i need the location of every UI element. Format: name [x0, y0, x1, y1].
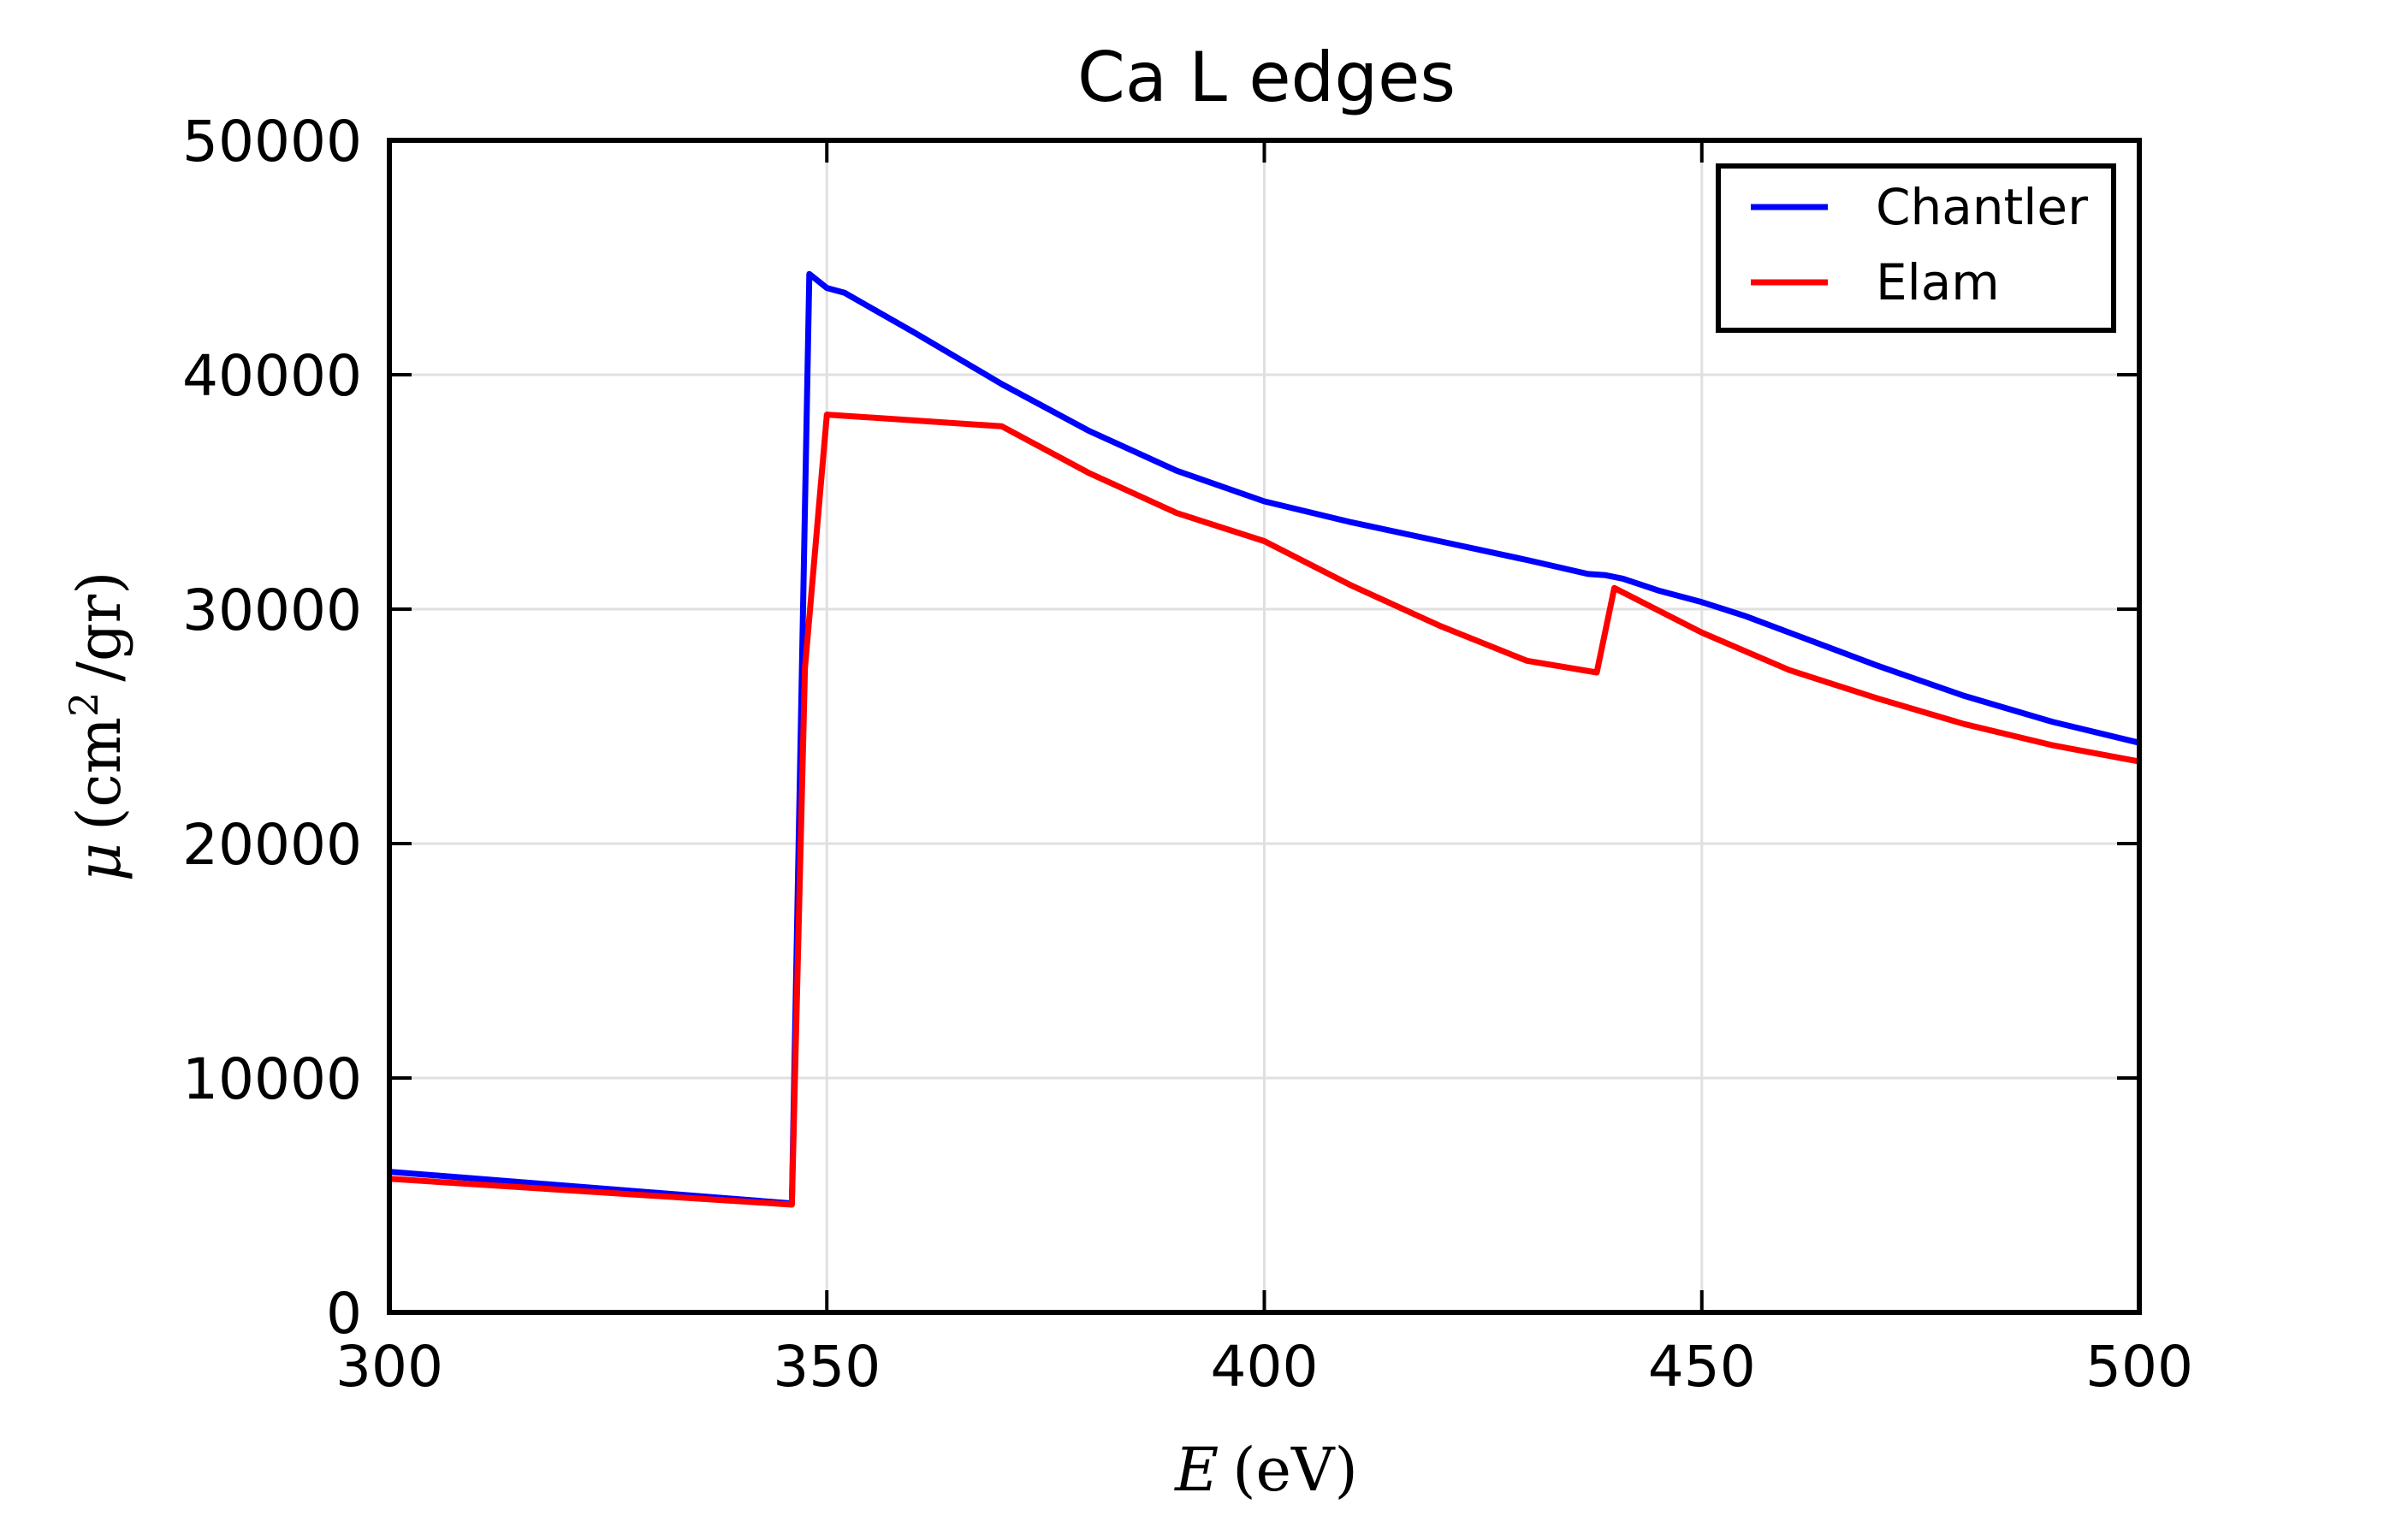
series-line-elam	[388, 412, 2140, 1208]
legend-label-elam: Elam	[1876, 253, 2000, 311]
y-tick-label-40000: 40000	[182, 343, 362, 409]
series-group	[388, 270, 2140, 1208]
legend-label-chantler: Chantler	[1876, 178, 2088, 236]
y-tick-label-30000: 30000	[182, 578, 362, 643]
ticks	[388, 139, 2141, 1314]
chart-title: Ca L edges	[1077, 38, 1456, 117]
y-tick-label-20000: 20000	[182, 812, 362, 878]
tick-labels: 300 350 400 450 500 0 10000 20000 30000 40000 5000…	[182, 109, 2193, 1400]
x-tick-label-350: 350	[773, 1334, 881, 1400]
x-tick-label-300: 300	[335, 1334, 443, 1400]
series-line-chantler	[388, 270, 2140, 1207]
x-tick-label-500: 500	[2085, 1334, 2193, 1400]
y-tick-label-0: 0	[326, 1281, 362, 1347]
legend: Chantler Elam	[1716, 163, 2116, 333]
x-axis-label: E (eV)	[1173, 1435, 1358, 1505]
y-axis-label: μ(cm2/gr)	[61, 572, 134, 882]
legend-box	[1716, 163, 2116, 333]
x-tick-label-400: 400	[1211, 1334, 1319, 1400]
grid	[389, 140, 2139, 1312]
y-tick-label-50000: 50000	[182, 109, 362, 175]
y-tick-label-10000: 10000	[182, 1046, 362, 1112]
x-tick-label-450: 450	[1648, 1334, 1756, 1400]
